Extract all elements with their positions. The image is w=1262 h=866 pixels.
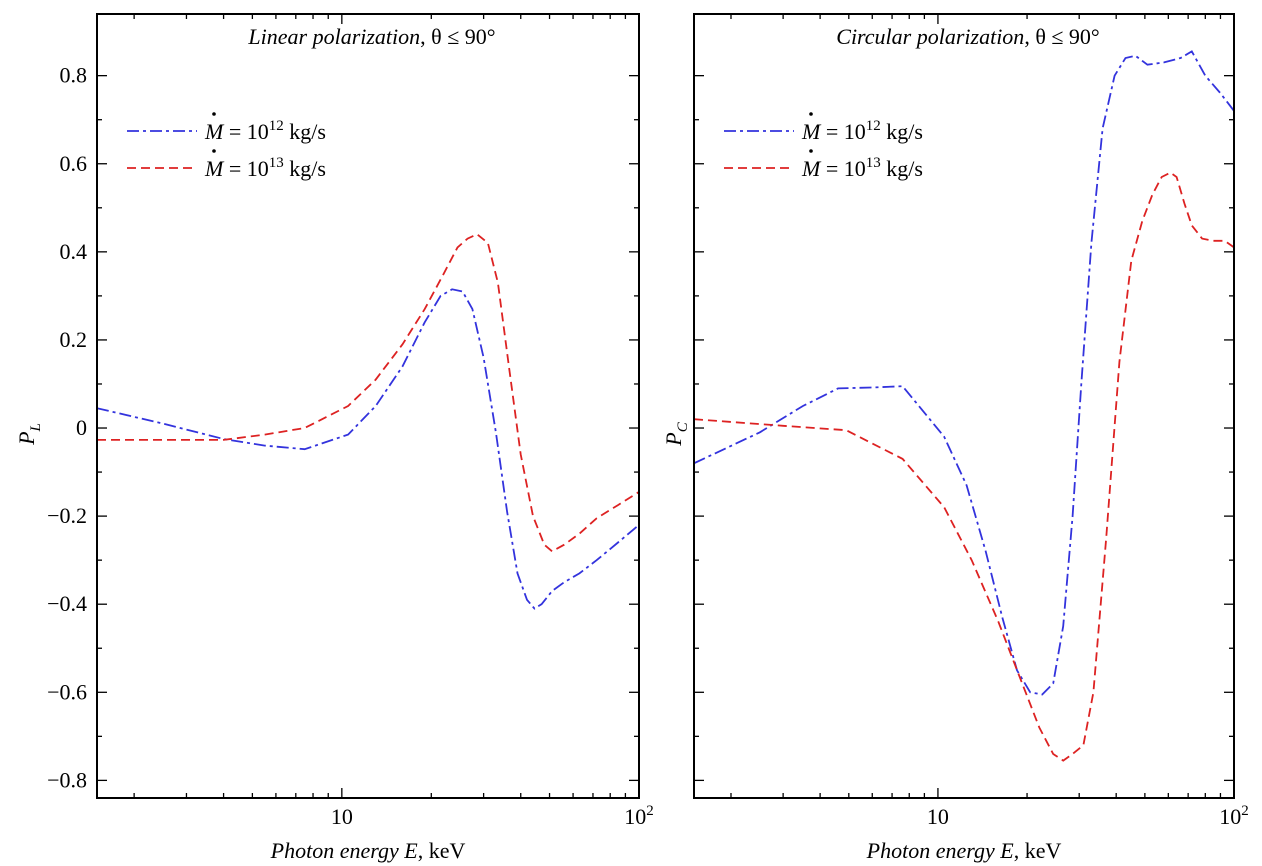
left-series-mdot-1e12-line (97, 288, 639, 610)
left-legend-dot (212, 112, 216, 116)
right-x-axis-label: Photon energy E, keV (866, 838, 1062, 863)
right-legend-dot (809, 149, 813, 153)
right-series-mdot-1e12-line (694, 50, 1234, 696)
left-ytick-label: 0.6 (60, 151, 88, 176)
left-ytick-label: −0.8 (47, 767, 87, 792)
left-ytick-label: 0 (76, 415, 87, 440)
left-ytick-label: −0.6 (47, 679, 87, 704)
right-y-axis-label: PC (661, 421, 691, 446)
left-xtick-label: 102 (624, 803, 654, 829)
left-ytick-label: −0.2 (47, 503, 87, 528)
left-series-mdot-1e13-line (97, 233, 639, 553)
left-legend-dot (212, 149, 216, 153)
left-x-axis-label: Photon energy E, keV (270, 838, 466, 863)
left-chart-title: Linear polarization, θ ≤ 90° (247, 24, 495, 49)
right-xtick-label: 102 (1219, 803, 1249, 829)
left-ytick-label: 0.8 (60, 63, 88, 88)
right-plot-frame (693, 13, 1235, 799)
right-legend-label: M = 1012 kg/s (801, 118, 923, 144)
right-series-mdot-1e13-line (694, 171, 1234, 762)
left-ytick-label: 0.2 (60, 327, 88, 352)
left-ytick-label: −0.4 (47, 591, 87, 616)
right-legend-dot (809, 112, 813, 116)
left-legend-label: M = 1013 kg/s (204, 155, 326, 181)
left-xtick-label: 10 (331, 804, 353, 829)
right-xtick-label: 10 (927, 804, 949, 829)
right-panel: 10 102 Circular polarization, θ ≤ 90° M = 1… (661, 13, 1249, 863)
left-plot-frame (96, 13, 640, 799)
left-panel: 0.8 0.6 0.4 0.2 0 −0.2 −0.4 −0.6 −0.8 10 102 Linear… (14, 13, 654, 863)
left-y-axis-label: PL (14, 423, 44, 446)
left-ytick-label: 0.4 (60, 239, 88, 264)
right-legend-label: M = 1013 kg/s (801, 155, 923, 181)
right-chart-title: Circular polarization, θ ≤ 90° (836, 24, 1099, 49)
left-legend-label: M = 1012 kg/s (204, 118, 326, 144)
